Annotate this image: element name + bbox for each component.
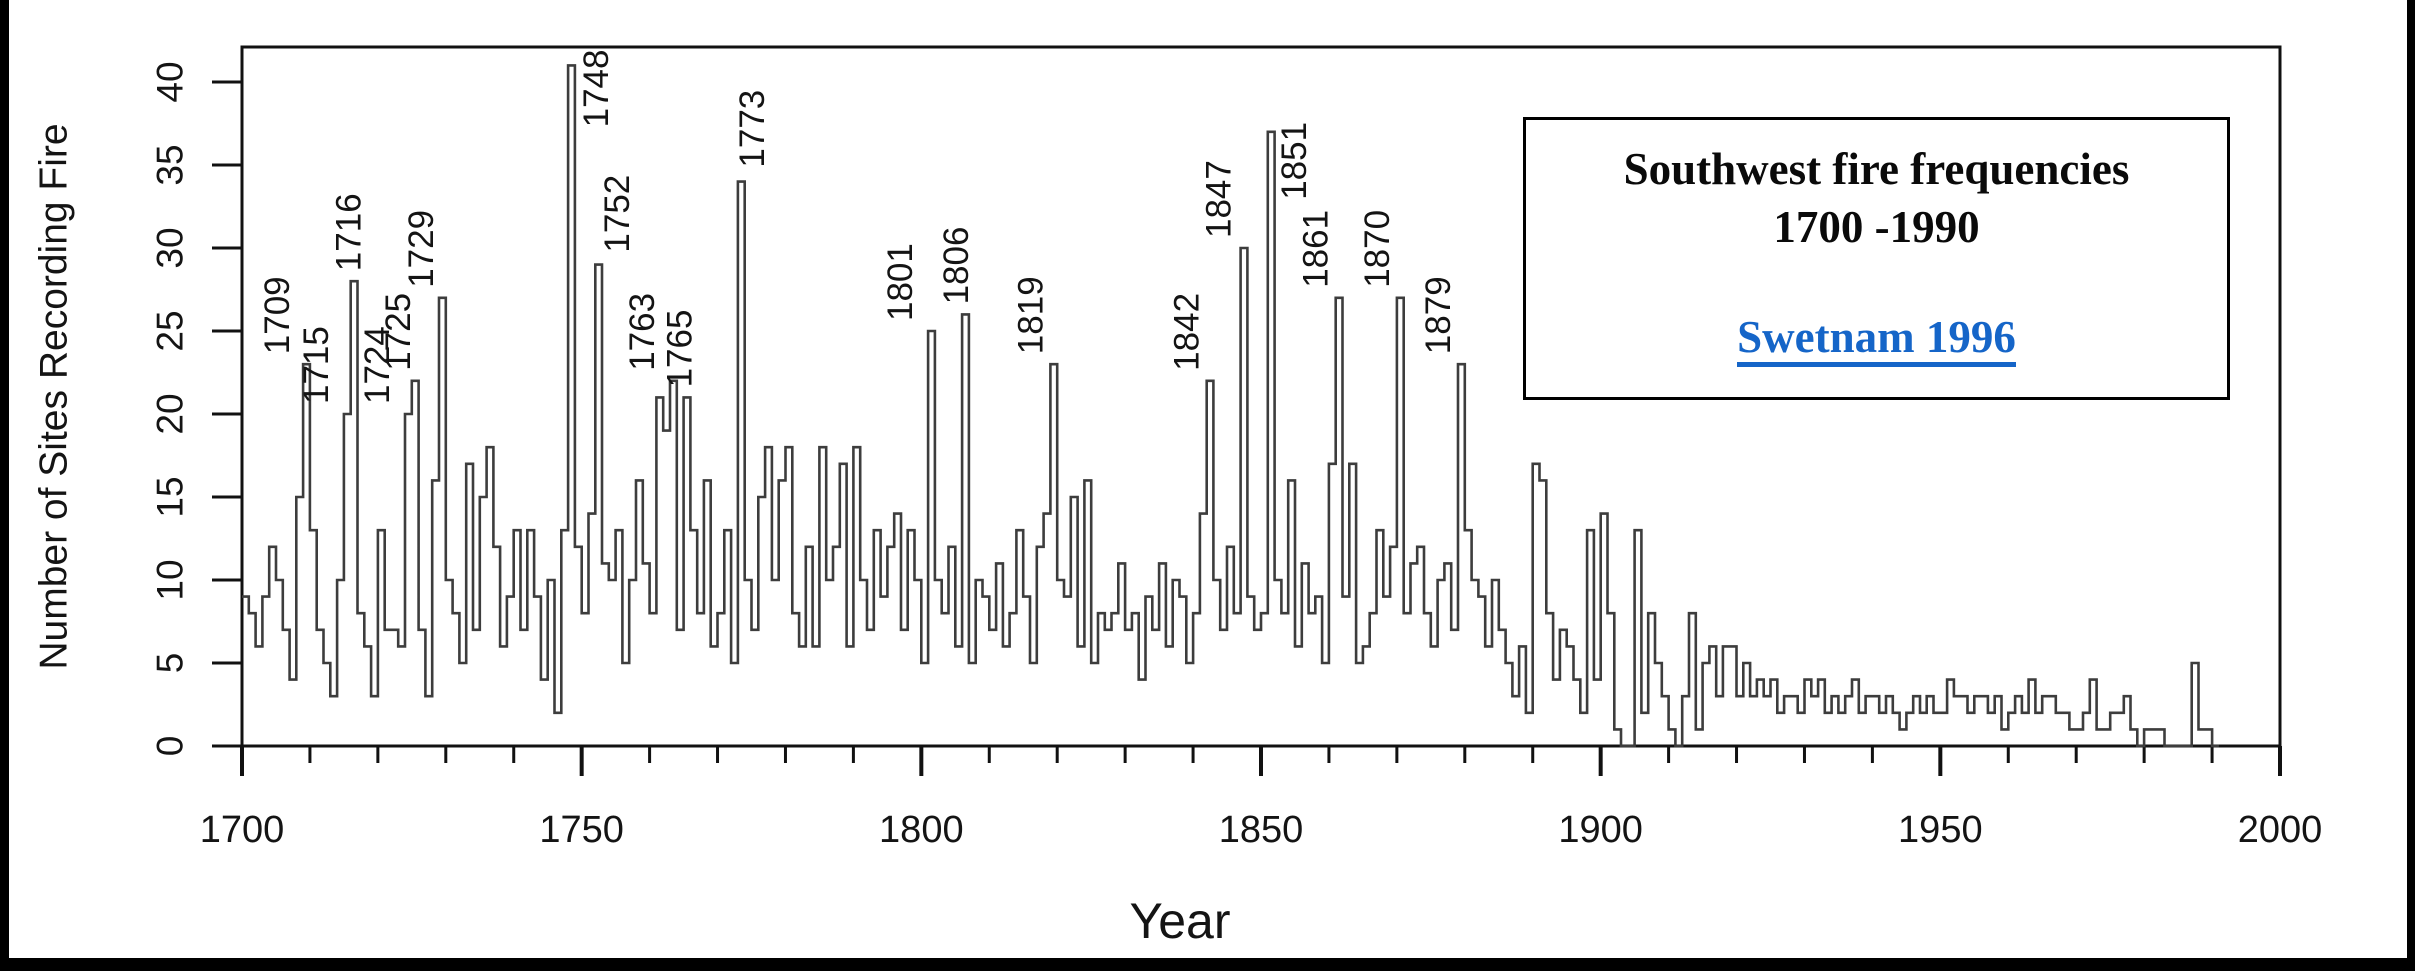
peak-label-1715: 1715 <box>297 326 336 404</box>
fire-step-line <box>242 64 2219 748</box>
peak-label-1851: 1851 <box>1275 122 1314 200</box>
x-tick-label-1800: 1800 <box>879 809 964 851</box>
peak-label-1870: 1870 <box>1358 210 1397 288</box>
peak-label-1748: 1748 <box>577 50 616 128</box>
caption-box: Southwest fire frequencies 1700 -1990 Sw… <box>1523 117 2230 400</box>
y-tick-label-0: 0 <box>150 736 191 757</box>
peak-label-1847: 1847 <box>1200 160 1239 238</box>
image-border-right <box>2407 0 2415 971</box>
peak-label-1716: 1716 <box>330 193 369 271</box>
x-tick-label-1900: 1900 <box>1558 809 1643 851</box>
peak-label-1819: 1819 <box>1011 276 1050 354</box>
y-tick-label-40: 40 <box>150 61 191 102</box>
peak-label-1842: 1842 <box>1168 293 1207 371</box>
x-tick-label-1850: 1850 <box>1219 809 1304 851</box>
x-tick-label-2000: 2000 <box>2238 809 2323 851</box>
peak-label-1709: 1709 <box>258 276 297 354</box>
x-tick-label-1750: 1750 <box>539 809 624 851</box>
caption-title-line2: 1700 -1990 <box>1773 202 1980 252</box>
image-border-bottom <box>0 958 2415 971</box>
peak-label-1806: 1806 <box>937 227 976 305</box>
y-tick-label-25: 25 <box>150 310 191 351</box>
y-tick-label-20: 20 <box>150 393 191 434</box>
peak-label-1763: 1763 <box>623 293 662 371</box>
peak-label-1801: 1801 <box>881 243 920 321</box>
y-axis-title: Number of Sites Recording Fire <box>33 123 76 669</box>
x-tick-label-1700: 1700 <box>200 809 285 851</box>
y-tick-label-35: 35 <box>150 144 191 185</box>
peak-label-1773: 1773 <box>733 90 772 168</box>
peak-label-1724: 1724 <box>358 326 397 404</box>
x-tick-label-1950: 1950 <box>1898 809 1983 851</box>
x-axis-title: Year <box>1129 893 1230 949</box>
peak-label-1729: 1729 <box>402 210 441 288</box>
y-tick-label-30: 30 <box>150 227 191 268</box>
peak-label-1879: 1879 <box>1419 276 1458 354</box>
image-border-left <box>0 0 9 971</box>
peak-label-1861: 1861 <box>1297 210 1336 288</box>
y-tick-label-5: 5 <box>150 653 191 674</box>
y-tick-label-15: 15 <box>150 476 191 517</box>
swetnam-link[interactable]: Swetnam 1996 <box>1737 312 2016 367</box>
caption-title-line1: Southwest fire frequencies <box>1623 144 2130 194</box>
peak-label-1752: 1752 <box>598 175 637 253</box>
peak-label-1725: 1725 <box>379 293 418 371</box>
y-tick-label-10: 10 <box>150 559 191 600</box>
peak-label-1765: 1765 <box>661 310 700 388</box>
